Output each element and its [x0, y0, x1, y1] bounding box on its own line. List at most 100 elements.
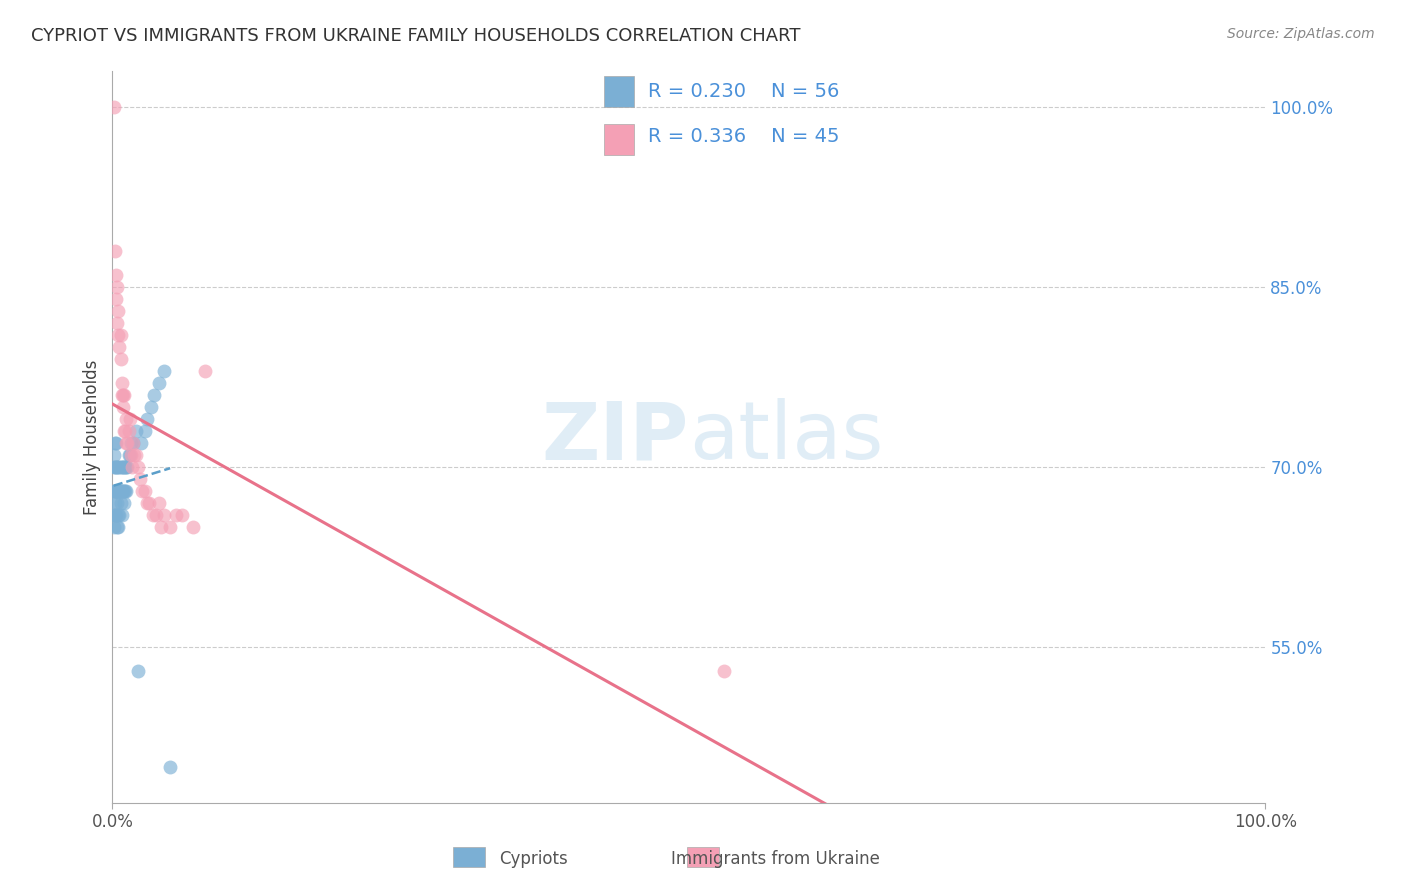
- Point: [117, 436, 139, 450]
- Point: [103, 508, 125, 522]
- Point: [115, 483, 138, 498]
- Point: [112, 424, 135, 438]
- Point: [129, 472, 152, 486]
- Point: [122, 436, 145, 450]
- Text: Cypriots: Cypriots: [499, 850, 568, 868]
- Point: [104, 508, 127, 522]
- Point: [165, 508, 187, 522]
- Point: [131, 483, 153, 498]
- Point: [115, 460, 138, 475]
- Point: [127, 664, 149, 678]
- Point: [148, 496, 170, 510]
- FancyBboxPatch shape: [605, 124, 634, 155]
- Point: [136, 412, 159, 426]
- Text: R = 0.336    N = 45: R = 0.336 N = 45: [648, 127, 839, 145]
- Point: [107, 328, 129, 343]
- Point: [104, 292, 127, 306]
- Point: [124, 448, 146, 462]
- Point: [104, 460, 127, 475]
- FancyBboxPatch shape: [605, 76, 634, 106]
- Point: [107, 508, 129, 522]
- Point: [111, 388, 134, 402]
- FancyBboxPatch shape: [453, 847, 485, 867]
- Point: [713, 664, 735, 678]
- Point: [118, 448, 141, 462]
- Point: [124, 424, 146, 438]
- Point: [114, 460, 136, 475]
- Point: [134, 424, 156, 438]
- Y-axis label: Family Households: Family Households: [83, 359, 101, 515]
- Point: [139, 400, 162, 414]
- Point: [108, 460, 131, 475]
- Point: [104, 268, 127, 283]
- Point: [103, 520, 125, 534]
- Point: [112, 483, 135, 498]
- Point: [105, 496, 128, 510]
- Point: [110, 352, 132, 367]
- Text: CYPRIOT VS IMMIGRANTS FROM UKRAINE FAMILY HOUSEHOLDS CORRELATION CHART: CYPRIOT VS IMMIGRANTS FROM UKRAINE FAMIL…: [31, 27, 800, 45]
- Point: [129, 436, 153, 450]
- Point: [104, 483, 127, 498]
- Point: [112, 388, 135, 402]
- Point: [103, 460, 125, 475]
- Point: [105, 520, 128, 534]
- Point: [107, 520, 129, 534]
- Point: [110, 496, 132, 510]
- Point: [104, 496, 127, 510]
- Point: [115, 436, 138, 450]
- Point: [120, 436, 142, 450]
- Point: [194, 364, 217, 378]
- Point: [103, 448, 125, 462]
- Text: ZIP: ZIP: [541, 398, 689, 476]
- Point: [104, 436, 127, 450]
- Text: Immigrants from Ukraine: Immigrants from Ukraine: [671, 850, 880, 868]
- Point: [104, 508, 127, 522]
- Point: [111, 400, 134, 414]
- Point: [105, 460, 128, 475]
- Point: [104, 483, 127, 498]
- Point: [103, 100, 125, 114]
- Point: [111, 376, 134, 391]
- Point: [111, 508, 134, 522]
- Point: [114, 424, 136, 438]
- Point: [148, 376, 170, 391]
- Point: [170, 508, 193, 522]
- Point: [110, 483, 132, 498]
- Point: [112, 460, 135, 475]
- Point: [104, 483, 127, 498]
- Text: atlas: atlas: [689, 398, 883, 476]
- Point: [104, 436, 127, 450]
- Point: [181, 520, 204, 534]
- Point: [127, 460, 149, 475]
- Point: [117, 448, 139, 462]
- Point: [122, 436, 145, 450]
- Point: [111, 483, 134, 498]
- Point: [143, 388, 166, 402]
- Point: [114, 483, 136, 498]
- Point: [115, 412, 138, 426]
- Point: [124, 448, 146, 462]
- Point: [110, 328, 132, 343]
- Point: [159, 760, 181, 774]
- Point: [105, 280, 128, 294]
- Point: [104, 244, 127, 259]
- Point: [112, 496, 135, 510]
- Point: [145, 508, 167, 522]
- Point: [104, 460, 127, 475]
- Point: [111, 460, 134, 475]
- Point: [159, 520, 181, 534]
- Point: [120, 448, 142, 462]
- Point: [107, 460, 129, 475]
- Point: [153, 508, 176, 522]
- Text: R = 0.230    N = 56: R = 0.230 N = 56: [648, 82, 839, 101]
- Point: [107, 304, 129, 318]
- Point: [103, 483, 125, 498]
- Point: [117, 424, 139, 438]
- Point: [107, 483, 129, 498]
- Point: [134, 483, 156, 498]
- Point: [138, 496, 160, 510]
- Point: [118, 412, 141, 426]
- Point: [108, 508, 131, 522]
- Point: [105, 483, 128, 498]
- Point: [111, 483, 134, 498]
